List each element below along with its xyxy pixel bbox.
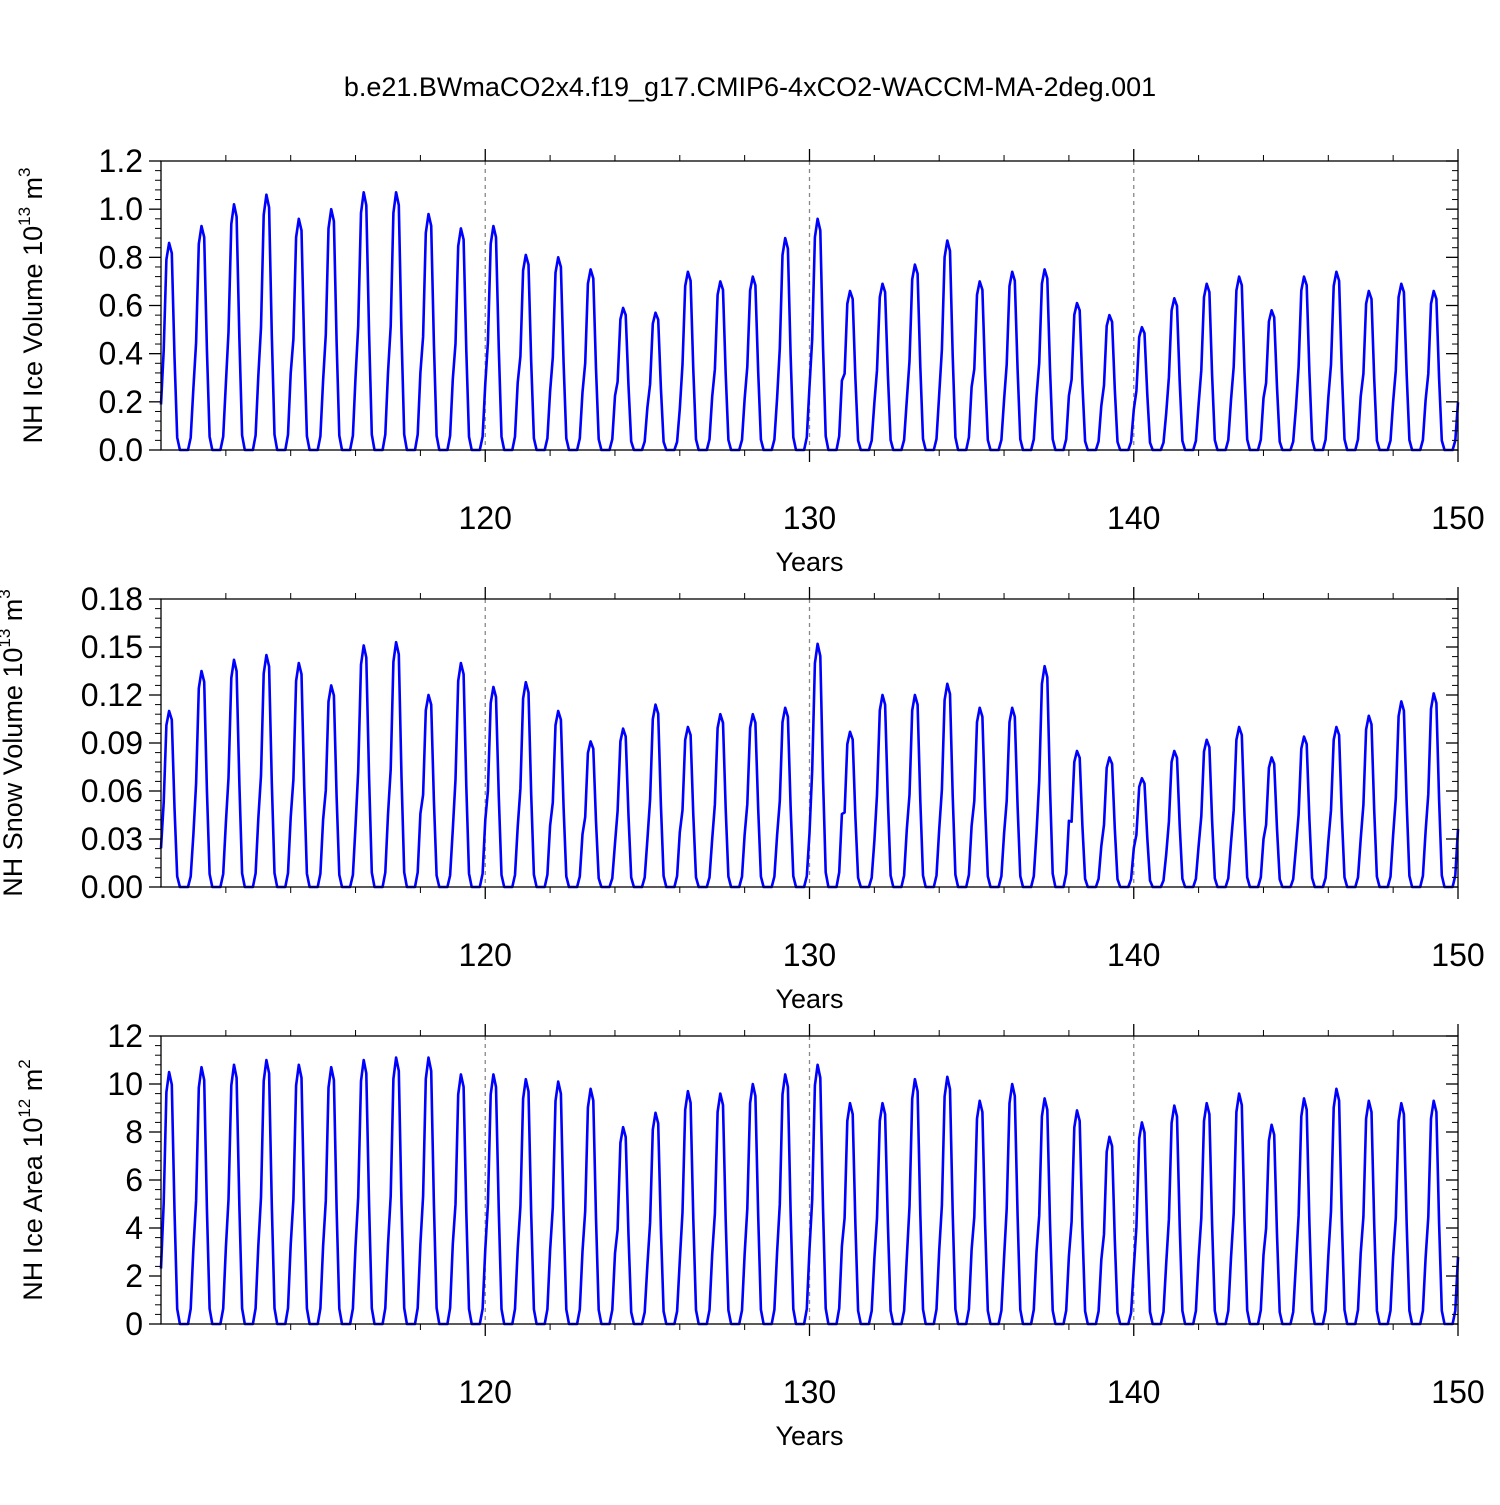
x-axis-label: Years — [775, 1421, 843, 1451]
y-axis-label-main: NH Ice Area 10 — [18, 1118, 48, 1301]
x-tick-label: 130 — [783, 937, 836, 973]
y-tick-label: 6 — [125, 1162, 143, 1198]
x-axis-label: Years — [775, 984, 843, 1014]
x-tick-label: 150 — [1431, 1374, 1484, 1410]
y-axis-label: NH Snow Volume 1013 m3 — [0, 589, 28, 897]
y-axis-label-unit-exponent: 3 — [0, 589, 14, 598]
x-tick-label: 150 — [1431, 500, 1484, 536]
y-axis-label: NH Ice Area 1012 m2 — [15, 1059, 48, 1300]
y-tick-label: 0.18 — [81, 581, 143, 617]
y-axis-label-exponent: 12 — [15, 1099, 34, 1118]
x-tick-label: 130 — [783, 500, 836, 536]
x-tick-label: 120 — [459, 1374, 512, 1410]
y-tick-label: 1.0 — [99, 191, 143, 227]
y-axis-label-unit-exponent: 3 — [15, 168, 34, 177]
chart-panel-3: 0 2 4 6 8 10 12 120 130 140 150 Years NH Ice Area 10… — [15, 1018, 1485, 1451]
y-tick-label: 1.2 — [99, 143, 143, 179]
y-tick-label: 0.09 — [81, 725, 143, 761]
y-tick-label: 12 — [107, 1018, 143, 1054]
x-tick-label: 120 — [459, 937, 512, 973]
x-tick-label: 140 — [1107, 500, 1160, 536]
x-axis-label: Years — [775, 547, 843, 577]
y-tick-label: 2 — [125, 1258, 143, 1294]
y-axis-label-exponent: 13 — [15, 207, 34, 226]
y-tick-label: 0.8 — [99, 239, 143, 275]
y-tick-label: 0.00 — [81, 869, 143, 905]
chart-panel-1: 0.0 0.2 0.4 0.6 0.8 1.0 1.2 120 130 140 150 Years NH… — [15, 143, 1485, 577]
y-axis-label-unit-exponent: 2 — [15, 1059, 34, 1068]
x-tick-label: 140 — [1107, 937, 1160, 973]
y-tick-label: 0.15 — [81, 629, 143, 665]
y-axis-label-exponent: 13 — [0, 629, 14, 648]
y-axis-label-main: NH Ice Volume 10 — [18, 226, 48, 444]
x-tick-label: 120 — [459, 500, 512, 536]
y-tick-label: 0.03 — [81, 821, 143, 857]
y-axis-label: NH Ice Volume 1013 m3 — [15, 168, 48, 444]
y-tick-label: 10 — [107, 1066, 143, 1102]
y-tick-label: 0.06 — [81, 773, 143, 809]
x-tick-label: 130 — [783, 1374, 836, 1410]
y-tick-label: 0 — [125, 1306, 143, 1342]
y-axis-label-unit: m — [0, 599, 28, 629]
y-axis-label-unit: m — [18, 177, 48, 207]
figure-title: b.e21.BWmaCO2x4.f19_g17.CMIP6-4xCO2-WACC… — [344, 72, 1156, 102]
y-tick-label: 8 — [125, 1114, 143, 1150]
chart-panel-2: 0.00 0.03 0.06 0.09 0.12 0.15 0.18 120 130 140 150… — [0, 581, 1485, 1014]
y-tick-label: 0.6 — [99, 288, 143, 324]
y-tick-label: 0.0 — [99, 432, 143, 468]
y-tick-label: 4 — [125, 1210, 143, 1246]
y-tick-label: 0.12 — [81, 677, 143, 713]
x-tick-label: 140 — [1107, 1374, 1160, 1410]
y-tick-label: 0.4 — [99, 336, 143, 372]
y-axis-label-main: NH Snow Volume 10 — [0, 648, 28, 897]
y-axis-label-unit: m — [18, 1069, 48, 1099]
series-line — [159, 640, 1460, 889]
x-tick-label: 150 — [1431, 937, 1484, 973]
y-tick-label: 0.2 — [99, 384, 143, 420]
